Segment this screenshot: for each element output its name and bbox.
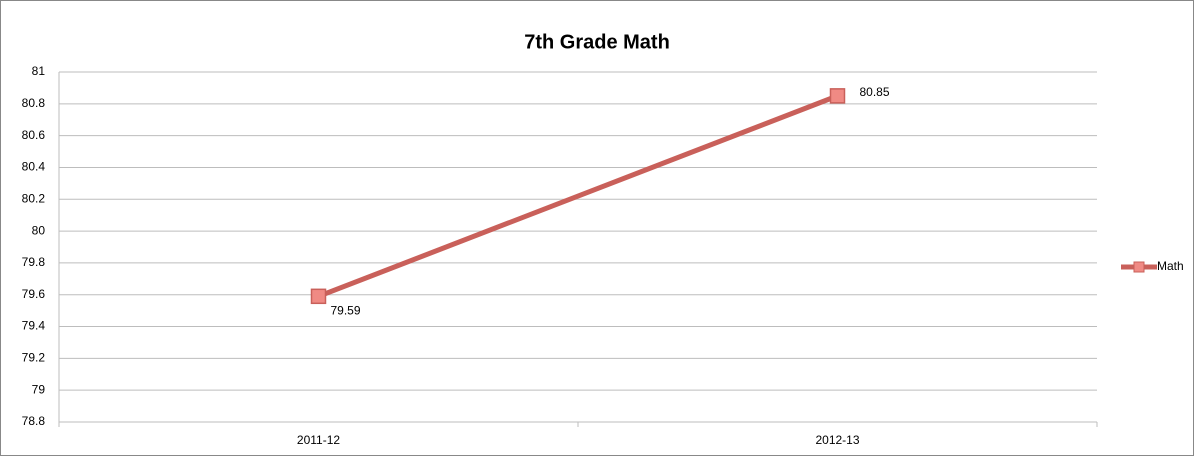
legend-label: Math	[1157, 259, 1184, 273]
y-tick-label: 80.6	[22, 128, 46, 142]
y-tick-label: 80.2	[22, 191, 46, 205]
data-label: 80.85	[860, 85, 890, 99]
y-tick-label: 80	[32, 223, 46, 237]
y-tick-label: 79.4	[22, 319, 46, 333]
y-tick-label: 79	[32, 382, 46, 396]
y-tick-label: 78.8	[22, 414, 46, 428]
chart-title: 7th Grade Math	[524, 31, 670, 53]
series-line	[317, 93, 839, 299]
legend-marker	[1133, 261, 1145, 273]
marker	[310, 288, 327, 305]
x-tick-label: 2011-12	[297, 433, 340, 447]
y-tick-label: 79.2	[22, 351, 46, 365]
y-tick-label: 80.8	[22, 96, 46, 110]
y-tick-label: 80.4	[22, 160, 46, 174]
marker	[829, 88, 846, 104]
y-tick-label: 79.8	[22, 255, 46, 269]
y-tick-label: 81	[32, 64, 46, 78]
y-tick-label: 79.6	[22, 287, 46, 301]
data-label: 79.59	[331, 303, 361, 317]
x-tick-label: 2012-13	[815, 433, 859, 447]
